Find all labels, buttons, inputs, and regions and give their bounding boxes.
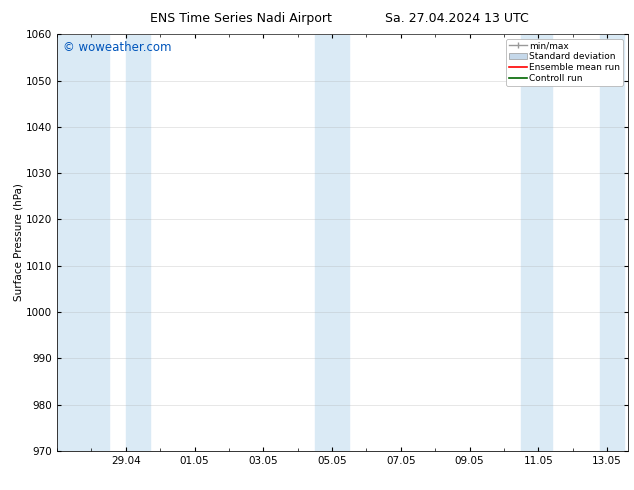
Legend: min/max, Standard deviation, Ensemble mean run, Controll run: min/max, Standard deviation, Ensemble me… <box>506 39 623 86</box>
Bar <box>315 34 349 451</box>
Text: ENS Time Series Nadi Airport: ENS Time Series Nadi Airport <box>150 12 332 25</box>
Bar <box>521 34 552 451</box>
Bar <box>57 34 108 451</box>
Bar <box>126 34 150 451</box>
Text: Sa. 27.04.2024 13 UTC: Sa. 27.04.2024 13 UTC <box>385 12 528 25</box>
Bar <box>600 34 624 451</box>
Text: © woweather.com: © woweather.com <box>63 41 171 53</box>
Y-axis label: Surface Pressure (hPa): Surface Pressure (hPa) <box>13 184 23 301</box>
